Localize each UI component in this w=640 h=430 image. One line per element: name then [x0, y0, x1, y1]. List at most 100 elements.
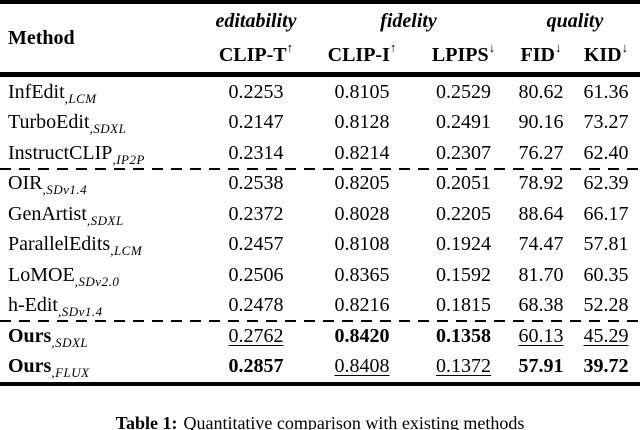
metric-value: 0.2491	[436, 111, 491, 134]
table-row: OIR,SDv1.4 0.2538 0.8205 0.2051 78.92 62.39	[0, 169, 640, 200]
column-header-label: LPIPS	[431, 43, 489, 66]
metric-value: 0.2051	[436, 172, 491, 195]
method-subscript: ,IP2P	[112, 151, 145, 167]
down-arrow-icon: ↓	[554, 39, 562, 55]
method-name: InfEdit,LCM	[0, 80, 205, 105]
column-header-method: Method	[8, 26, 75, 49]
metric-value: 0.8214	[334, 141, 390, 164]
method-name: TurboEdit,SDXL	[0, 111, 205, 137]
metric-value: 78.92	[518, 172, 564, 195]
method-name: LoMOE,SDv2.0	[0, 263, 205, 289]
metric-value: 90.16	[518, 111, 564, 134]
method-name: InstructCLIP,IP2P	[0, 141, 205, 167]
column-header-lpips: LPIPS↓	[417, 41, 510, 67]
metric-value: 61.36	[583, 80, 629, 103]
metric-value: 0.1372	[436, 355, 491, 378]
up-arrow-icon: ↑	[286, 39, 294, 55]
metric-value: 0.1924	[436, 233, 491, 256]
table-row: TurboEdit,SDXL 0.2147 0.8128 0.2491 90.16 73.…	[0, 108, 640, 139]
column-header-fid: FID↓	[510, 41, 572, 67]
column-header-kid: KID↓	[572, 41, 640, 67]
table-top-rule	[0, 0, 640, 4]
metric-value: 62.40	[583, 141, 629, 164]
column-header-label: CLIP-T	[218, 43, 287, 66]
method-subscript: ,SDv2.0	[74, 273, 120, 289]
metric-value: 88.64	[518, 202, 564, 225]
table-caption: Table 1: Quantitative comparison with exi…	[0, 413, 640, 430]
metric-value: 0.8216	[334, 294, 390, 317]
metric-value: 52.28	[583, 294, 629, 317]
method-name: ParallelEdits,LCM	[0, 233, 205, 259]
header-separator-rule	[0, 72, 640, 77]
table-bottom-rule	[0, 382, 640, 386]
group-header-quality: quality	[546, 9, 604, 32]
method-label: ParallelEdits	[8, 233, 111, 256]
metric-value: 0.2506	[228, 263, 284, 286]
metric-value: 80.62	[518, 80, 564, 103]
dashed-separator	[0, 320, 640, 322]
method-subscript: ,SDXL	[86, 212, 124, 228]
metric-value: 0.1358	[436, 324, 491, 347]
column-header-label: FID	[520, 43, 555, 66]
method-label: Ours	[8, 324, 52, 347]
metric-value: 0.2314	[228, 141, 284, 164]
method-label: LoMOE	[8, 263, 75, 286]
metric-value: 0.1592	[436, 263, 491, 286]
method-label: InfEdit	[8, 80, 65, 103]
method-subscript: ,SDv1.4	[58, 304, 103, 320]
table-row: Ours,FLUX 0.2857 0.8408 0.1372 57.91 39.72	[0, 352, 640, 383]
caption-label: Table 1:	[115, 413, 178, 430]
metric-value: 0.2457	[228, 233, 284, 256]
table-row: h-Edit,SDv1.4 0.2478 0.8216 0.1815 68.38 52.2…	[0, 291, 640, 322]
column-header-clip-i: CLIP-I↑	[307, 41, 417, 67]
method-label: Ours	[8, 355, 52, 378]
method-label: h-Edit	[8, 294, 58, 317]
metric-value: 0.8108	[334, 233, 390, 256]
table-row: LoMOE,SDv2.0 0.2506 0.8365 0.1592 81.70 60.35	[0, 260, 640, 291]
method-name: Ours,SDXL	[0, 324, 205, 350]
metric-value: 0.2253	[228, 80, 284, 103]
metric-value: 0.2538	[228, 172, 284, 195]
metric-value: 45.29	[583, 324, 629, 347]
group-header-fidelity: fidelity	[380, 9, 437, 32]
method-name: OIR,SDv1.4	[0, 172, 205, 198]
method-label: GenArtist	[8, 202, 87, 225]
metric-value: 0.2307	[436, 141, 491, 164]
metric-value: 60.35	[583, 263, 629, 286]
method-subscript: ,LCM	[110, 243, 143, 259]
group-header-editability: editability	[215, 9, 297, 32]
metric-value: 0.8205	[334, 172, 390, 195]
metric-value: 81.70	[518, 263, 564, 286]
column-header-clip-t: CLIP-T↑	[205, 41, 307, 67]
method-name: Ours,FLUX	[0, 355, 205, 379]
metric-value: 0.8420	[334, 324, 390, 347]
metric-value: 62.39	[583, 172, 629, 195]
metric-value: 74.47	[518, 233, 564, 256]
metric-value: 0.2147	[228, 111, 284, 134]
metric-value: 57.91	[518, 355, 564, 378]
down-arrow-icon: ↓	[621, 39, 629, 55]
method-subscript: ,SDXL	[89, 121, 127, 137]
metric-value: 0.2762	[228, 324, 284, 347]
metric-value: 0.1815	[436, 294, 491, 317]
down-arrow-icon: ↓	[488, 39, 496, 55]
method-name: GenArtist,SDXL	[0, 202, 205, 228]
metric-value: 76.27	[518, 141, 564, 164]
metric-value: 57.81	[583, 233, 629, 256]
column-header-label: CLIP-I	[327, 43, 390, 66]
column-header-label: KID	[583, 43, 622, 66]
method-label: TurboEdit	[8, 111, 90, 134]
metric-value: 0.2205	[436, 202, 491, 225]
table-row: InfEdit,LCM 0.2253 0.8105 0.2529 80.62 61.36	[0, 77, 640, 108]
method-subscript: ,SDXL	[51, 334, 89, 350]
metric-value: 0.8105	[334, 80, 390, 103]
metric-value: 0.2478	[228, 294, 284, 317]
metric-value: 0.2857	[228, 355, 284, 378]
method-label: InstructCLIP	[8, 141, 113, 164]
method-subscript: ,SDv1.4	[42, 182, 88, 198]
table-body: InfEdit,LCM 0.2253 0.8105 0.2529 80.62 61.36 T…	[0, 77, 640, 382]
table-row: InstructCLIP,IP2P 0.2314 0.8214 0.2307 76.27…	[0, 138, 640, 169]
dashed-separator	[0, 167, 640, 170]
caption-text: Quantitative comparison with existing me…	[183, 413, 525, 430]
